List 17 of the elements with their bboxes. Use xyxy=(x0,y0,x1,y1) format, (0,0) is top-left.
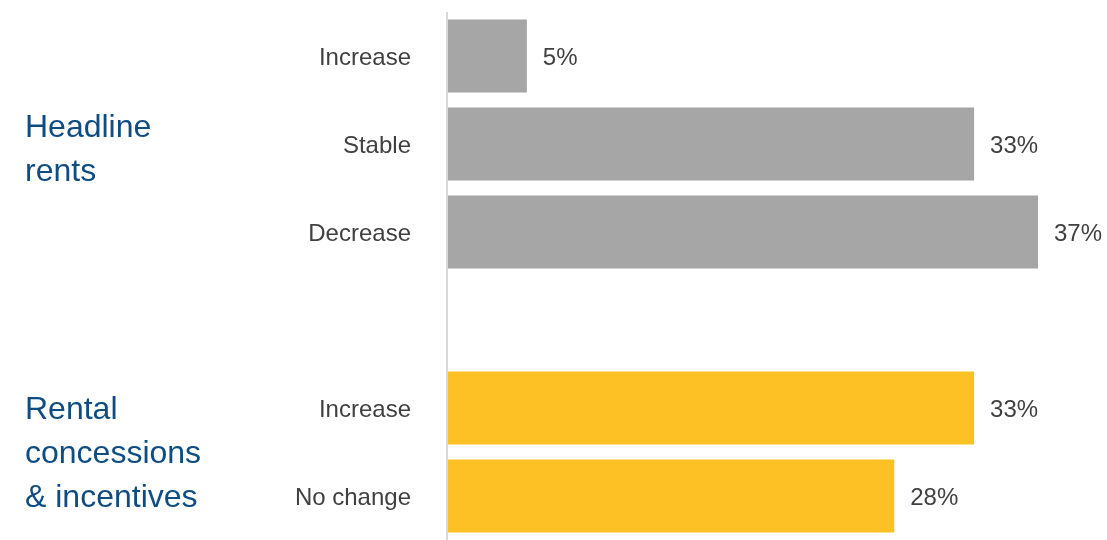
y-tick-label: Stable xyxy=(342,130,411,158)
data-label: 33% xyxy=(990,130,1039,158)
text: Rental concessions & incentives xyxy=(25,389,203,516)
bar xyxy=(447,371,975,445)
y-tick-label: Increase xyxy=(318,42,411,70)
bar xyxy=(447,19,527,93)
data-label: 28% xyxy=(910,482,959,510)
data-label: 37% xyxy=(1054,218,1103,246)
y-tick-label: Increase xyxy=(318,394,411,422)
bar xyxy=(447,195,1038,269)
y-tick-label: Decrease xyxy=(308,218,411,246)
y-tick-label: No change xyxy=(294,482,411,510)
text: Headline rents xyxy=(25,107,153,190)
bar xyxy=(447,107,975,181)
bar xyxy=(447,459,895,533)
data-label: 5% xyxy=(542,42,578,70)
data-label: 33% xyxy=(990,394,1039,422)
